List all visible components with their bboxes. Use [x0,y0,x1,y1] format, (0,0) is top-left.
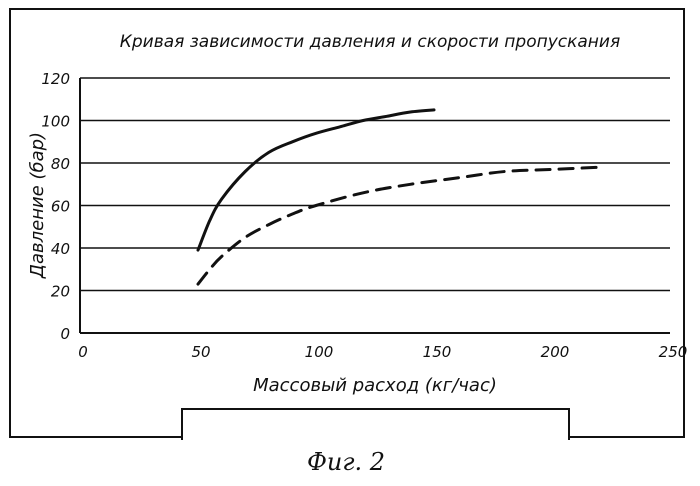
y-tick-label: 80 [51,155,70,173]
plot-area: 0 20 40 60 80 100 120 0 50 100 150 200 250 [41,70,687,361]
x-tick-label: 150 [423,343,452,361]
y-tick-label: 120 [41,70,70,88]
y-tick-label: 40 [51,240,70,258]
y-tick-label: 60 [51,198,70,216]
dashed-series-line [198,167,599,284]
x-tick-label: 50 [191,343,210,361]
x-tick-label: 100 [305,343,334,361]
y-tick-label: 20 [51,283,70,301]
y-tick-label: 100 [41,113,70,131]
figure-caption: Фиг. 2 [307,448,385,476]
x-axis-label: Массовый расход (кг/час) [253,375,497,396]
empty-legend-box [181,408,570,440]
solid-series-line [198,110,434,250]
x-tick-label: 0 [78,343,88,361]
x-tick-label: 200 [541,343,570,361]
y-axis-label: Давление (бар) [27,132,48,279]
chart-title: Кривая зависимости давления и скорости п… [120,32,620,52]
y-tick-label: 0 [60,325,70,343]
x-tick-label: 250 [659,343,688,361]
